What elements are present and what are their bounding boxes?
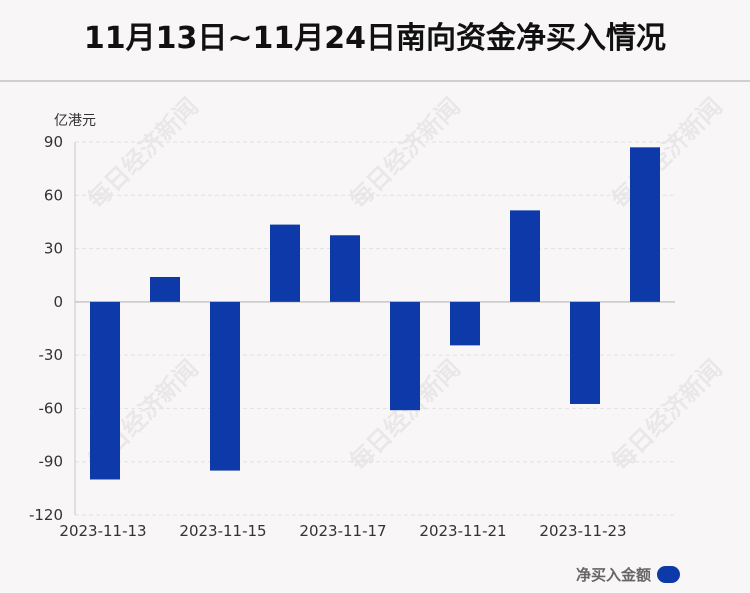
y-tick-label: -90 (39, 453, 64, 471)
y-axis-unit-label: 亿港元 (54, 113, 96, 129)
bar-2023-11-21 (450, 301, 480, 346)
x-tick-label: 2023-11-17 (299, 522, 386, 540)
y-tick-label: 90 (44, 133, 63, 151)
bar-2023-11-17 (330, 235, 360, 302)
x-tick-label: 2023-11-13 (59, 522, 146, 540)
y-tick-labels: 90 60 30 0 -30 -60 -90 -120 (29, 133, 63, 524)
bar-2023-11-14 (150, 276, 180, 302)
bar-2023-11-13 (90, 301, 120, 480)
x-tick-label: 2023-11-23 (539, 522, 626, 540)
x-tick-labels: 2023-11-13 2023-11-15 2023-11-17 2023-11-21… (59, 522, 626, 540)
legend: 净买入金额 (576, 563, 681, 585)
y-tick-label: 0 (53, 293, 63, 311)
bars (90, 147, 660, 480)
title-divider (0, 80, 750, 82)
legend-swatch (657, 565, 681, 583)
bar-2023-11-23 (570, 301, 600, 404)
bar-2023-11-22 (510, 210, 540, 302)
x-tick-label: 2023-11-15 (179, 522, 266, 540)
x-tick-label: 2023-11-21 (419, 522, 506, 540)
y-tick-label: 30 (44, 240, 63, 258)
bar-2023-11-24 (630, 147, 660, 302)
legend-label: 净买入金额 (576, 565, 652, 584)
y-tick-label: 60 (44, 186, 63, 204)
bar-2023-11-20 (390, 301, 420, 411)
y-tick-label: -30 (39, 346, 64, 364)
y-tick-label: -60 (39, 399, 64, 417)
y-tick-label: -120 (29, 506, 63, 524)
chart-title: 11月13日~11月24日南向资金净买入情况 (83, 21, 667, 56)
bar-2023-11-16 (270, 224, 300, 302)
bar-2023-11-15 (210, 301, 240, 471)
